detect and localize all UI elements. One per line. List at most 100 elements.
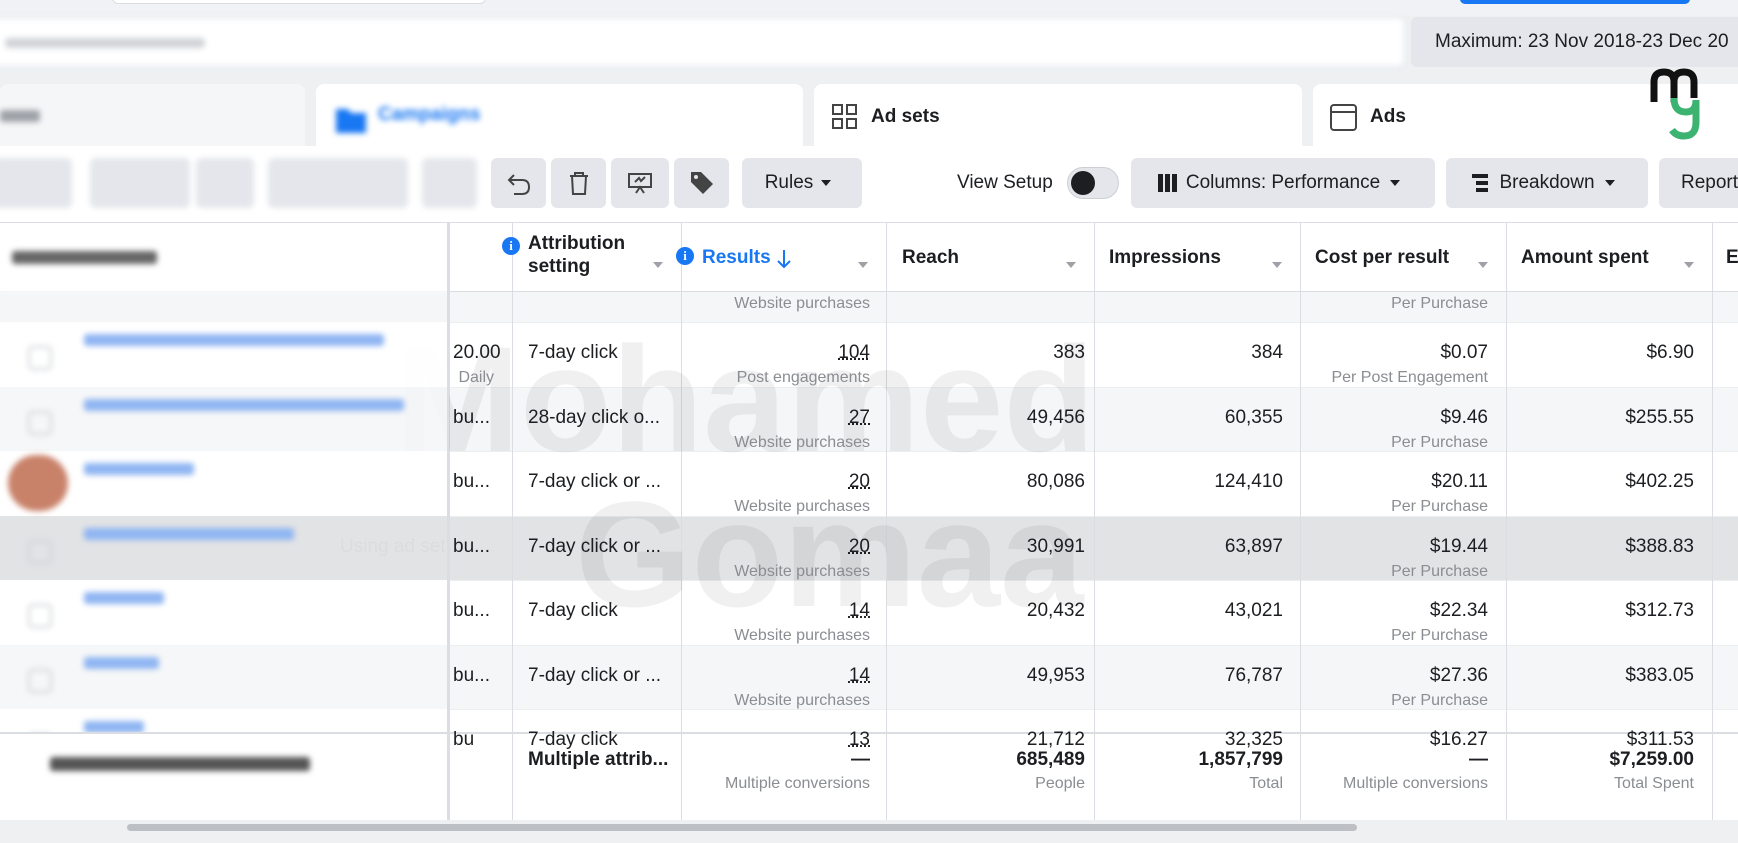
toolbar: Rules View Setup Columns: Performance Br… [0, 146, 1738, 222]
toolbar-button[interactable] [196, 158, 254, 208]
breakdown-icon [1472, 174, 1489, 192]
attribution-cell: 7-day click [528, 600, 618, 621]
cost-cell: $22.34 [1429, 600, 1488, 621]
results-cell: 20 [848, 471, 870, 492]
tab-campaigns[interactable]: Campaigns [316, 84, 803, 150]
column-header[interactable]: Cost per result [1315, 247, 1450, 268]
column-divider [1506, 223, 1507, 820]
campaign-name [84, 334, 384, 346]
breakdown-label: Breakdown [1499, 172, 1595, 193]
attribution-cell: 7-day click or ... [528, 535, 662, 557]
breakdown-button[interactable]: Breakdown [1446, 158, 1648, 208]
columns-icon [1157, 174, 1177, 192]
date-range[interactable]: Maximum: 23 Nov 2018-23 Dec 20 [1411, 17, 1738, 67]
report-label: Report [1681, 172, 1738, 193]
header-divider [0, 291, 1738, 292]
cost-cell: $9.46 [1440, 406, 1488, 428]
attribution-cell: 7-day click [528, 342, 618, 363]
results-cell: — [851, 749, 870, 770]
cost-sub-cell: Per Purchase [1391, 562, 1488, 580]
toolbar-button[interactable] [0, 158, 72, 208]
undo-button[interactable] [491, 158, 546, 208]
view-setup-toggle[interactable] [1067, 167, 1119, 199]
toolbar-button[interactable] [90, 158, 190, 208]
column-header[interactable]: Impressions [1109, 247, 1221, 268]
results-sub-cell: Website purchases [734, 295, 870, 312]
reach-cell: 20,432 [1026, 600, 1085, 621]
panel-row [0, 322, 447, 387]
column-header[interactable]: Attribution setting [528, 233, 626, 277]
info-glyph: i [683, 248, 687, 263]
ads-icon [1330, 104, 1357, 131]
top-button[interactable] [1460, 0, 1690, 4]
header-caret [1064, 256, 1078, 268]
impressions-cell: 384 [1251, 342, 1283, 363]
reach-cell: 383 [1053, 342, 1085, 363]
column-header[interactable]: Amount spent [1521, 247, 1649, 268]
impressions-cell: 63,897 [1224, 535, 1283, 557]
column-divider [1712, 223, 1713, 820]
panel-row [0, 644, 447, 709]
tab-ads[interactable]: Ads [1313, 84, 1738, 146]
reach-cell: 49,456 [1026, 406, 1085, 428]
impressions-cell: 60,355 [1224, 406, 1283, 428]
column-header[interactable]: Reach [902, 247, 960, 268]
tab-label: Ads [1370, 106, 1406, 127]
results-sub-cell: Website purchases [734, 562, 870, 580]
caret-icon [1066, 262, 1076, 268]
report-button[interactable]: Report [1659, 158, 1738, 208]
cost-cell: $19.44 [1429, 535, 1488, 557]
columns-button[interactable]: Columns: Performance [1131, 158, 1435, 208]
budget-cell: bu... [453, 406, 490, 428]
columns-label: Columns: Performance [1185, 172, 1381, 193]
caret-icon [1684, 262, 1694, 268]
toolbar-button[interactable] [268, 158, 408, 208]
toggle-knob [1071, 171, 1095, 195]
logo [1650, 68, 1700, 140]
toolbar-button[interactable] [422, 158, 477, 208]
cost-sub-cell: Per Purchase [1391, 691, 1488, 709]
results-cell: 104 [838, 342, 870, 363]
caret-icon [1272, 262, 1282, 268]
attribution-cell: Multiple attrib... [528, 749, 669, 770]
results-sub-cell: Website purchases [734, 498, 870, 515]
data-table: MohamedGomaaiAttribution settingiResults… [0, 222, 1738, 820]
top-input [112, 0, 486, 4]
cost-cell: $16.27 [1429, 729, 1488, 750]
info-icon: i [502, 237, 520, 255]
delete-button[interactable] [551, 158, 606, 208]
scrollbar-thumb[interactable] [127, 824, 1357, 831]
attribution-cell: 7-day click or ... [528, 471, 662, 492]
row-checkbox [28, 539, 52, 564]
preview-button[interactable] [611, 158, 669, 208]
results-sub-cell: Post engagements [736, 369, 870, 386]
row-checkbox [28, 604, 52, 628]
rules-button[interactable]: Rules [742, 158, 862, 208]
impressions-cell: 32,325 [1224, 729, 1283, 750]
caret-icon [858, 262, 868, 268]
spent-sub-cell: Total Spent [1613, 775, 1694, 792]
panel-row [0, 386, 447, 451]
campaign-name [84, 398, 404, 411]
adsets-icon [832, 104, 857, 129]
reach-cell: 80,086 [1026, 471, 1085, 492]
column-header[interactable]: E [1726, 247, 1738, 268]
results-sub-cell: Website purchases [734, 691, 870, 709]
header-caret [1476, 256, 1490, 268]
column-header[interactable]: Results [702, 247, 771, 268]
column-divider [449, 223, 450, 820]
results-cell: 14 [848, 600, 870, 621]
spent-cell: $6.90 [1646, 342, 1694, 363]
caret [1390, 180, 1401, 186]
panel-row [0, 451, 447, 516]
info-icon: i [676, 247, 694, 265]
info-glyph: i [509, 238, 513, 253]
row-checkbox [28, 668, 52, 693]
tab-account[interactable] [0, 84, 305, 146]
search-bar[interactable] [0, 17, 1405, 67]
frozen-panel [0, 223, 449, 820]
tag-button[interactable] [674, 158, 729, 208]
tab-ad-sets[interactable]: Ad sets [814, 84, 1302, 146]
attribution-cell: 28-day click o... [528, 406, 660, 428]
